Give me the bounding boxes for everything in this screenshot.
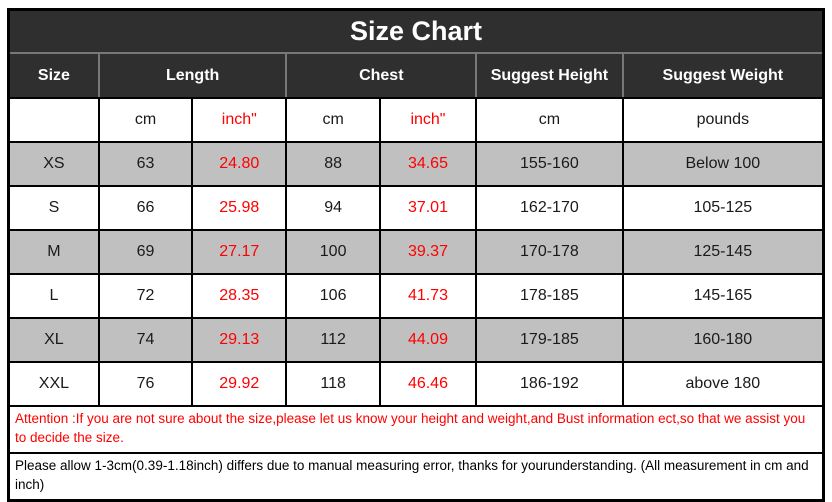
table-row-m: M 69 27.17 100 39.37 170-178 125-145 (7, 229, 825, 275)
chest-cm-cell: 112 (285, 317, 381, 363)
chest-cm-cell: 106 (285, 273, 381, 319)
title-row: Size Chart (7, 8, 825, 54)
chest-cm-cell: 100 (285, 229, 381, 275)
col-header-suggest-height: Suggest Height (475, 52, 624, 99)
unit-chest-inch: inch" (378, 97, 478, 143)
table-row-xs: XS 63 24.80 88 34.65 155-160 Below 100 (7, 141, 825, 187)
height-cell: 155-160 (475, 141, 624, 187)
length-cm-cell: 72 (97, 273, 194, 319)
length-inch-cell: 28.35 (191, 273, 288, 319)
length-inch-cell: 27.17 (191, 229, 288, 275)
chest-inch-cell: 34.65 (378, 141, 478, 187)
length-cm-cell: 76 (97, 361, 194, 407)
weight-cell: 125-145 (621, 229, 825, 275)
length-inch-cell: 24.80 (191, 141, 288, 187)
allowance-note: Please allow 1-3cm(0.39-1.18inch) differ… (7, 451, 825, 502)
size-cell: L (7, 273, 100, 319)
chest-inch-cell: 41.73 (378, 273, 478, 319)
height-cell: 178-185 (475, 273, 624, 319)
length-inch-cell: 25.98 (191, 185, 288, 231)
table-row-xxl: XXL 76 29.92 118 46.46 186-192 above 180 (7, 361, 825, 407)
length-cm-cell: 66 (97, 185, 194, 231)
size-cell: XS (7, 141, 100, 187)
col-header-size: Size (7, 52, 100, 99)
chest-cm-cell: 94 (285, 185, 381, 231)
unit-height-cm: cm (475, 97, 624, 143)
chest-inch-cell: 37.01 (378, 185, 478, 231)
attention-note: Attention :If you are not sure about the… (7, 405, 825, 454)
unit-length-cm: cm (97, 97, 194, 143)
table-row-s: S 66 25.98 94 37.01 162-170 105-125 (7, 185, 825, 231)
length-cm-cell: 63 (97, 141, 194, 187)
table-row-xl: XL 74 29.13 112 44.09 179-185 160-180 (7, 317, 825, 363)
chest-inch-cell: 39.37 (378, 229, 478, 275)
length-cm-cell: 69 (97, 229, 194, 275)
size-cell: M (7, 229, 100, 275)
height-cell: 162-170 (475, 185, 624, 231)
allowance-row: Please allow 1-3cm(0.39-1.18inch) differ… (7, 451, 825, 502)
size-cell: XXL (7, 361, 100, 407)
chest-inch-cell: 44.09 (378, 317, 478, 363)
length-inch-cell: 29.92 (191, 361, 288, 407)
attention-row: Attention :If you are not sure about the… (7, 405, 825, 454)
height-cell: 179-185 (475, 317, 624, 363)
chest-inch-cell: 46.46 (378, 361, 478, 407)
weight-cell: above 180 (621, 361, 825, 407)
unit-weight-pounds: pounds (621, 97, 825, 143)
height-cell: 186-192 (475, 361, 624, 407)
size-cell: S (7, 185, 100, 231)
table-row-l: L 72 28.35 106 41.73 178-185 145-165 (7, 273, 825, 319)
col-header-chest: Chest (285, 52, 478, 99)
size-chart: Size Chart Size Length Chest Suggest Hei… (7, 8, 825, 502)
chest-cm-cell: 88 (285, 141, 381, 187)
chest-cm-cell: 118 (285, 361, 381, 407)
col-header-length: Length (97, 52, 288, 99)
unit-header-row: cm inch" cm inch" cm pounds (7, 97, 825, 143)
weight-cell: 145-165 (621, 273, 825, 319)
unit-blank (7, 97, 100, 143)
size-cell: XL (7, 317, 100, 363)
weight-cell: 105-125 (621, 185, 825, 231)
page-title: Size Chart (7, 8, 825, 54)
weight-cell: 160-180 (621, 317, 825, 363)
length-inch-cell: 29.13 (191, 317, 288, 363)
column-header-row: Size Length Chest Suggest Height Suggest… (7, 52, 825, 99)
height-cell: 170-178 (475, 229, 624, 275)
weight-cell: Below 100 (621, 141, 825, 187)
length-cm-cell: 74 (97, 317, 194, 363)
unit-chest-cm: cm (285, 97, 381, 143)
unit-length-inch: inch" (191, 97, 288, 143)
size-chart-table: Size Chart Size Length Chest Suggest Hei… (7, 8, 825, 502)
col-header-suggest-weight: Suggest Weight (621, 52, 825, 99)
